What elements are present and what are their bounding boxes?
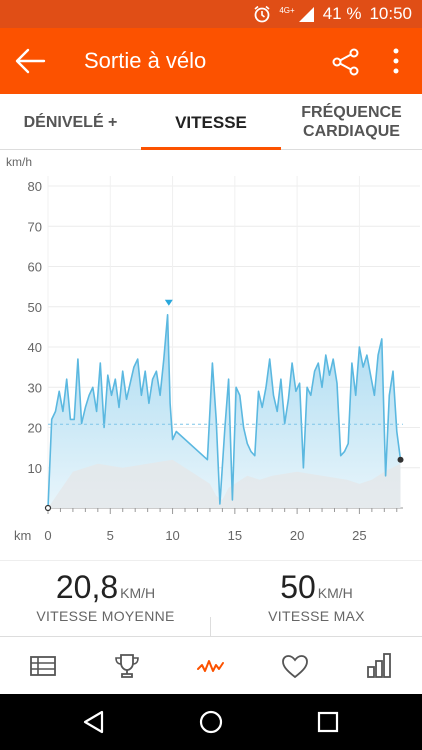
tab-heart-rate[interactable]: FRÉQUENCE CARDIAQUE	[281, 94, 422, 150]
x-tick-label: 0	[44, 528, 51, 543]
tab-speed-label: VITESSE	[175, 112, 247, 132]
share-icon[interactable]	[332, 48, 360, 76]
x-tick-label: 15	[228, 528, 242, 543]
app-bar: Sortie à vélo	[0, 28, 422, 94]
x-tick-label: 10	[165, 528, 179, 543]
heart-rate-area	[48, 459, 401, 508]
summary-stats: 20,8 KM/H VITESSE MOYENNE 50 KM/H VITESSE …	[0, 560, 422, 637]
status-bar: 4G+ 41 % 10:50	[0, 0, 422, 28]
average-speed: 20,8 KM/H VITESSE MOYENNE	[0, 569, 211, 624]
y-axis-unit: km/h	[6, 155, 32, 169]
max-speed-marker	[164, 299, 173, 306]
average-speed-label: VITESSE MOYENNE	[36, 608, 175, 624]
active-tab-indicator	[141, 147, 281, 150]
tab-elevation-label: DÉNIVELÉ +	[23, 113, 118, 131]
y-tick-label: 60	[28, 260, 42, 275]
more-options-icon[interactable]	[384, 46, 408, 76]
tab-speed[interactable]: VITESSE	[141, 94, 281, 150]
max-speed-label: VITESSE MAX	[268, 608, 365, 624]
network-type: 4G+	[279, 5, 295, 15]
y-tick-label: 50	[28, 300, 42, 315]
bottom-navigation	[0, 636, 422, 694]
y-tick-label: 40	[28, 340, 42, 355]
speed-chart[interactable]: 10 20 30 40 50 60 70 80 km/h 0 5 10 15 20 25 km	[0, 150, 422, 560]
x-tick-label: 5	[107, 528, 114, 543]
average-speed-value: 20,8	[55, 569, 119, 605]
x-axis-unit: km	[14, 528, 31, 543]
trophy-icon[interactable]	[112, 651, 142, 681]
y-tick-label: 80	[28, 179, 42, 194]
average-speed-unit: KM/H	[120, 585, 156, 601]
heart-icon[interactable]	[280, 651, 310, 681]
recents-square-icon[interactable]	[314, 708, 342, 736]
end-point	[397, 456, 404, 463]
metric-tabs: DÉNIVELÉ + VITESSE FRÉQUENCE CARDIAQUE	[0, 94, 422, 150]
speed-line	[47, 314, 402, 509]
max-speed: 50 KM/H VITESSE MAX	[211, 569, 422, 624]
activity-icon[interactable]	[196, 651, 226, 681]
y-tick-label: 70	[28, 219, 42, 234]
x-tick-label: 25	[352, 528, 366, 543]
max-speed-unit: KM/H	[317, 585, 353, 601]
tab-heart-rate-label: FRÉQUENCE CARDIAQUE	[301, 104, 402, 140]
max-speed-value: 50	[280, 569, 316, 605]
home-circle-icon[interactable]	[197, 708, 225, 736]
signal-icon	[298, 7, 314, 22]
y-tick-label: 20	[28, 421, 42, 436]
page-title: Sortie à vélo	[84, 48, 207, 73]
alarm-icon	[254, 5, 270, 23]
back-arrow-icon[interactable]	[14, 46, 46, 76]
start-point	[44, 504, 52, 512]
y-tick-label: 10	[28, 461, 42, 476]
tab-elevation[interactable]: DÉNIVELÉ +	[0, 94, 141, 150]
system-navigation-bar	[0, 694, 422, 750]
battery-level: 41 %	[322, 4, 362, 23]
back-triangle-icon[interactable]	[80, 708, 108, 736]
bar-chart-icon[interactable]	[364, 651, 394, 681]
y-tick-label: 30	[28, 380, 42, 395]
stats-divider	[210, 617, 211, 637]
x-tick-label: 20	[290, 528, 304, 543]
clock: 10:50	[369, 4, 412, 23]
table-icon[interactable]	[28, 651, 58, 681]
